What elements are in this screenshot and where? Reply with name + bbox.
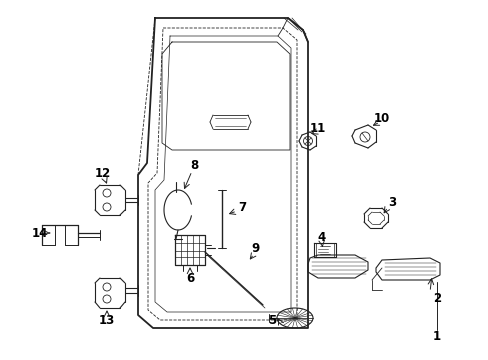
Text: 6: 6: [185, 271, 194, 284]
Text: 4: 4: [317, 230, 325, 243]
Text: 7: 7: [238, 201, 245, 213]
Text: 9: 9: [251, 242, 260, 255]
Text: 12: 12: [95, 166, 111, 180]
Text: 1: 1: [432, 330, 440, 343]
Text: 14: 14: [32, 226, 48, 239]
Text: 10: 10: [373, 112, 389, 125]
Text: 2: 2: [432, 292, 440, 305]
Text: 3: 3: [387, 195, 395, 208]
Text: 13: 13: [99, 314, 115, 327]
Text: 11: 11: [309, 122, 325, 135]
Text: 5: 5: [267, 314, 276, 327]
Text: 8: 8: [189, 158, 198, 171]
